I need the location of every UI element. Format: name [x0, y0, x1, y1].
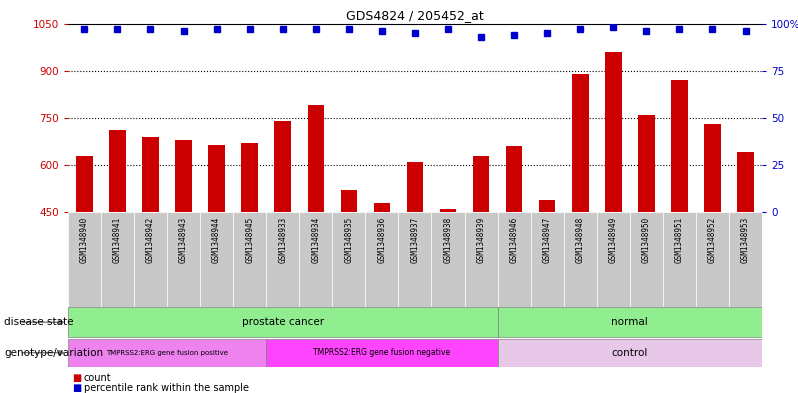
Bar	[241, 143, 258, 212]
Bar	[68, 338, 267, 367]
Text: normal: normal	[611, 317, 648, 327]
Bar	[638, 115, 654, 212]
Bar	[663, 212, 696, 307]
Text: GSM1348949: GSM1348949	[609, 217, 618, 263]
Text: GSM1348941: GSM1348941	[113, 217, 122, 263]
Bar	[671, 80, 688, 212]
Bar	[267, 338, 498, 367]
Title: GDS4824 / 205452_at: GDS4824 / 205452_at	[346, 9, 484, 22]
Bar	[200, 212, 233, 307]
Text: GSM1348934: GSM1348934	[311, 217, 320, 263]
Bar	[472, 156, 489, 212]
Text: GSM1348936: GSM1348936	[377, 217, 386, 263]
Bar	[134, 212, 167, 307]
Text: GSM1348933: GSM1348933	[279, 217, 287, 263]
Bar	[68, 307, 498, 337]
Text: count: count	[84, 373, 112, 383]
Bar	[729, 212, 762, 307]
Bar	[630, 212, 663, 307]
Text: GSM1348938: GSM1348938	[444, 217, 452, 263]
Text: ■: ■	[72, 373, 81, 383]
Bar	[737, 152, 754, 212]
Bar	[506, 146, 523, 212]
Bar	[109, 130, 125, 212]
Bar	[704, 124, 721, 212]
Bar	[267, 212, 299, 307]
Bar	[365, 212, 398, 307]
Bar	[498, 212, 531, 307]
Bar	[275, 121, 291, 212]
Text: disease state: disease state	[4, 317, 73, 327]
Text: GSM1348952: GSM1348952	[708, 217, 717, 263]
Text: GSM1348946: GSM1348946	[510, 217, 519, 263]
Text: genotype/variation: genotype/variation	[4, 348, 103, 358]
Bar	[440, 209, 456, 212]
Text: GSM1348951: GSM1348951	[675, 217, 684, 263]
Bar	[464, 212, 498, 307]
Bar	[208, 145, 225, 212]
Bar	[407, 162, 423, 212]
Bar	[373, 203, 390, 212]
Bar	[398, 212, 432, 307]
Text: GSM1348953: GSM1348953	[741, 217, 750, 263]
Bar	[68, 212, 101, 307]
Text: GSM1348947: GSM1348947	[543, 217, 551, 263]
Text: prostate cancer: prostate cancer	[242, 317, 324, 327]
Bar	[597, 212, 630, 307]
Bar	[696, 212, 729, 307]
Bar	[101, 212, 134, 307]
Bar	[605, 52, 622, 212]
Text: GSM1348944: GSM1348944	[212, 217, 221, 263]
Text: ■: ■	[72, 383, 81, 393]
Bar	[299, 212, 332, 307]
Bar	[76, 156, 93, 212]
Bar	[498, 307, 762, 337]
Text: TMPRSS2:ERG gene fusion positive: TMPRSS2:ERG gene fusion positive	[106, 350, 228, 356]
Text: TMPRSS2:ERG gene fusion negative: TMPRSS2:ERG gene fusion negative	[314, 348, 450, 357]
Bar	[572, 74, 588, 212]
Bar	[341, 190, 357, 212]
Bar	[176, 140, 192, 212]
Bar	[167, 212, 200, 307]
Text: GSM1348948: GSM1348948	[576, 217, 585, 263]
Text: GSM1348937: GSM1348937	[410, 217, 420, 263]
Text: GSM1348940: GSM1348940	[80, 217, 89, 263]
Bar	[233, 212, 267, 307]
Text: GSM1348950: GSM1348950	[642, 217, 651, 263]
Bar	[539, 200, 555, 212]
Bar	[498, 338, 762, 367]
Text: GSM1348942: GSM1348942	[146, 217, 155, 263]
Text: GSM1348943: GSM1348943	[179, 217, 188, 263]
Text: GSM1348945: GSM1348945	[245, 217, 254, 263]
Bar	[142, 137, 159, 212]
Text: GSM1348935: GSM1348935	[345, 217, 354, 263]
Text: control: control	[611, 348, 648, 358]
Text: GSM1348939: GSM1348939	[476, 217, 485, 263]
Text: percentile rank within the sample: percentile rank within the sample	[84, 383, 249, 393]
Bar	[332, 212, 365, 307]
Bar	[432, 212, 464, 307]
Bar	[563, 212, 597, 307]
Bar	[531, 212, 563, 307]
Bar	[307, 105, 324, 212]
